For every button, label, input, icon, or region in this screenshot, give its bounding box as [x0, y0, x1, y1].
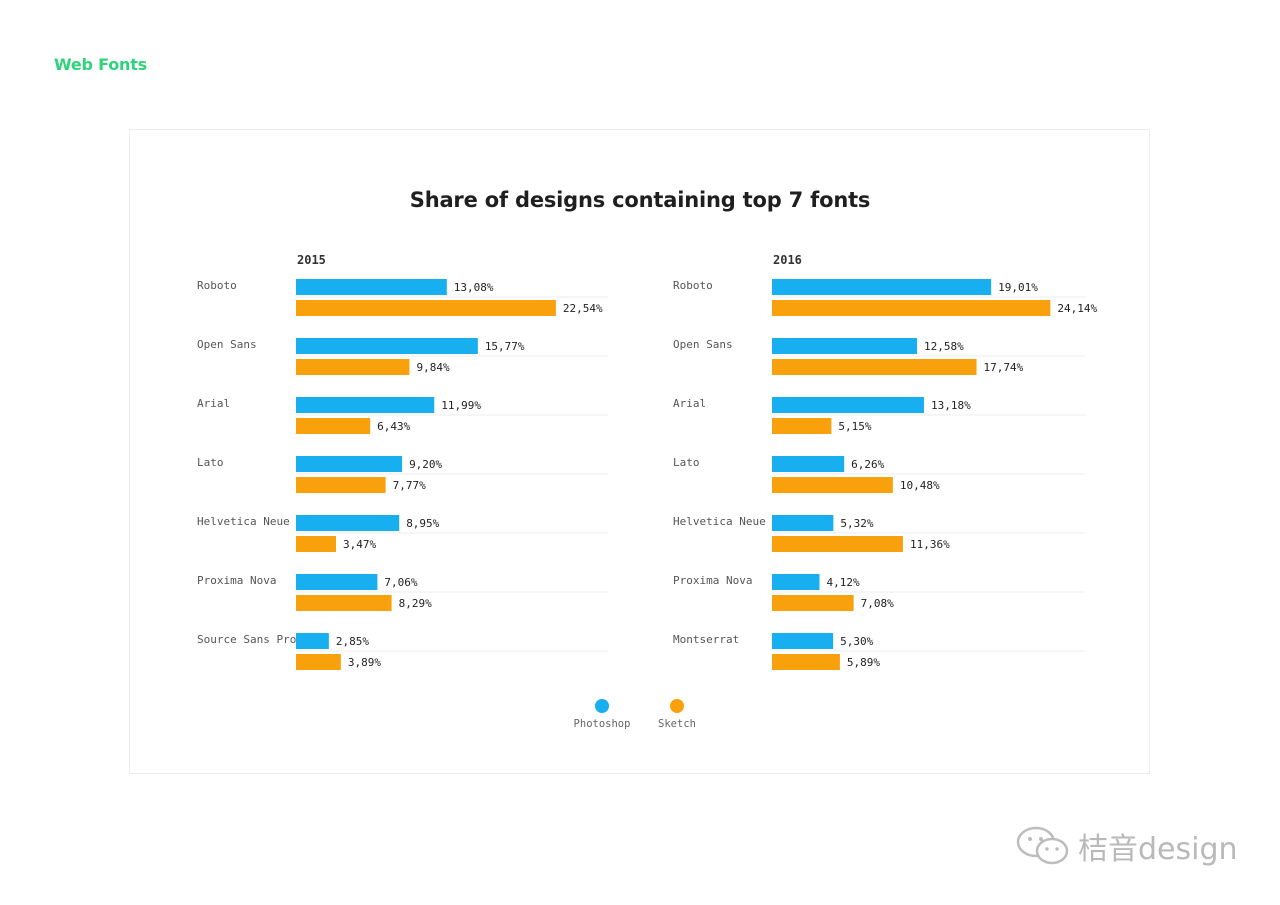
data-label-sketch-proxima-nova-2016: 7,08%: [861, 597, 894, 610]
bar-photoshop-montserrat-2016: [772, 633, 834, 649]
data-label-photoshop-arial-2015: 11,99%: [441, 399, 481, 412]
data-label-photoshop-helvetica-neue-2015: 8,95%: [406, 517, 439, 530]
bar-photoshop-open-sans-2016: [772, 338, 918, 354]
data-label-sketch-helvetica-neue-2016: 11,36%: [910, 538, 950, 551]
bar-sketch-open-sans-2016: [772, 359, 977, 375]
legend-label-sketch: Sketch: [658, 718, 696, 730]
data-label-photoshop-montserrat-2016: 5,30%: [840, 635, 873, 648]
data-label-photoshop-arial-2016: 13,18%: [931, 399, 971, 412]
category-label-arial: Arial: [197, 397, 230, 410]
data-label-photoshop-helvetica-neue-2016: 5,32%: [840, 517, 873, 530]
category-label-helvetica-neue: Helvetica Neue: [197, 515, 290, 528]
category-label-lato: Lato: [197, 456, 224, 469]
data-label-sketch-proxima-nova-2015: 8,29%: [399, 597, 432, 610]
bar-sketch-helvetica-neue-2015: [296, 536, 337, 552]
category-label-proxima-nova: Proxima Nova: [673, 574, 752, 587]
page-heading: Web Fonts: [54, 55, 147, 74]
data-label-sketch-open-sans-2016: 17,74%: [984, 361, 1024, 374]
category-label-arial: Arial: [673, 397, 706, 410]
bar-sketch-arial-2015: [296, 418, 371, 434]
category-label-lato: Lato: [673, 456, 700, 469]
bar-sketch-source-sans-pro-2015: [296, 654, 341, 670]
bar-sketch-roboto-2016: [772, 300, 1051, 316]
data-label-sketch-open-sans-2015: 9,84%: [416, 361, 449, 374]
year-label-2015: 2015: [297, 253, 326, 267]
data-label-photoshop-proxima-nova-2015: 7,06%: [384, 576, 417, 589]
bar-photoshop-proxima-nova-2015: [296, 574, 378, 590]
data-label-sketch-arial-2016: 5,15%: [838, 420, 871, 433]
bar-photoshop-roboto-2016: [772, 279, 992, 295]
data-label-photoshop-open-sans-2016: 12,58%: [924, 340, 964, 353]
bar-sketch-proxima-nova-2015: [296, 595, 392, 611]
chart-title: Share of designs containing top 7 fonts: [409, 188, 871, 212]
bar-photoshop-open-sans-2015: [296, 338, 478, 354]
bar-sketch-montserrat-2016: [772, 654, 840, 670]
category-label-proxima-nova: Proxima Nova: [197, 574, 276, 587]
bar-photoshop-lato-2015: [296, 456, 403, 472]
data-label-sketch-arial-2015: 6,43%: [377, 420, 410, 433]
data-label-photoshop-lato-2015: 9,20%: [409, 458, 442, 471]
bar-photoshop-proxima-nova-2016: [772, 574, 820, 590]
data-label-sketch-source-sans-pro-2015: 3,89%: [348, 656, 381, 669]
legend-swatch-photoshop: [595, 699, 609, 713]
year-label-2016: 2016: [773, 253, 802, 267]
bar-photoshop-arial-2016: [772, 397, 924, 413]
legend-label-photoshop: Photoshop: [574, 718, 631, 730]
data-label-sketch-lato-2015: 7,77%: [393, 479, 426, 492]
data-label-photoshop-proxima-nova-2016: 4,12%: [827, 576, 860, 589]
category-label-montserrat: Montserrat: [673, 633, 739, 646]
bar-sketch-open-sans-2015: [296, 359, 410, 375]
data-label-photoshop-open-sans-2015: 15,77%: [485, 340, 525, 353]
data-label-photoshop-source-sans-pro-2015: 2,85%: [336, 635, 369, 648]
bar-photoshop-roboto-2015: [296, 279, 447, 295]
bar-photoshop-helvetica-neue-2016: [772, 515, 834, 531]
category-label-open-sans: Open Sans: [197, 338, 257, 351]
data-label-photoshop-roboto-2016: 19,01%: [998, 281, 1038, 294]
category-label-source-sans-pro: Source Sans Pro: [197, 633, 296, 646]
bar-photoshop-lato-2016: [772, 456, 845, 472]
data-label-photoshop-lato-2016: 6,26%: [851, 458, 884, 471]
bar-sketch-proxima-nova-2016: [772, 595, 854, 611]
bar-photoshop-arial-2015: [296, 397, 435, 413]
category-label-helvetica-neue: Helvetica Neue: [673, 515, 766, 528]
data-label-sketch-roboto-2015: 22,54%: [563, 302, 603, 315]
bar-photoshop-helvetica-neue-2015: [296, 515, 400, 531]
data-label-sketch-montserrat-2016: 5,89%: [847, 656, 880, 669]
bar-sketch-roboto-2015: [296, 300, 556, 316]
category-label-roboto: Roboto: [673, 279, 713, 292]
legend-swatch-sketch: [670, 699, 684, 713]
category-label-roboto: Roboto: [197, 279, 237, 292]
data-label-sketch-roboto-2016: 24,14%: [1057, 302, 1097, 315]
data-label-sketch-lato-2016: 10,48%: [900, 479, 940, 492]
wechat-icon: [1016, 826, 1069, 865]
watermark-text: 桔音design: [1078, 832, 1238, 867]
bar-sketch-lato-2016: [772, 477, 893, 493]
bar-sketch-lato-2015: [296, 477, 386, 493]
bar-sketch-arial-2016: [772, 418, 832, 434]
data-label-sketch-helvetica-neue-2015: 3,47%: [343, 538, 376, 551]
data-label-photoshop-roboto-2015: 13,08%: [454, 281, 494, 294]
bar-photoshop-source-sans-pro-2015: [296, 633, 329, 649]
watermark: 桔音design: [1014, 824, 1238, 868]
category-label-open-sans: Open Sans: [673, 338, 733, 351]
bar-sketch-helvetica-neue-2016: [772, 536, 903, 552]
